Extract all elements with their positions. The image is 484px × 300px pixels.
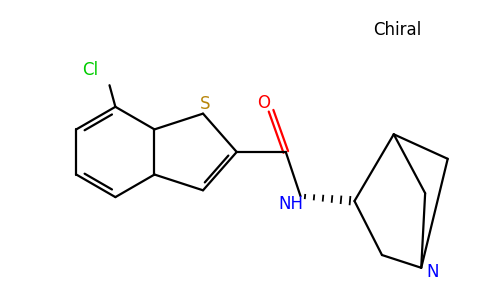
Text: NH: NH (278, 195, 303, 213)
Text: Chiral: Chiral (373, 21, 421, 39)
Text: O: O (257, 94, 270, 112)
Text: Cl: Cl (82, 61, 98, 79)
Text: N: N (427, 263, 439, 281)
Text: S: S (200, 95, 210, 113)
